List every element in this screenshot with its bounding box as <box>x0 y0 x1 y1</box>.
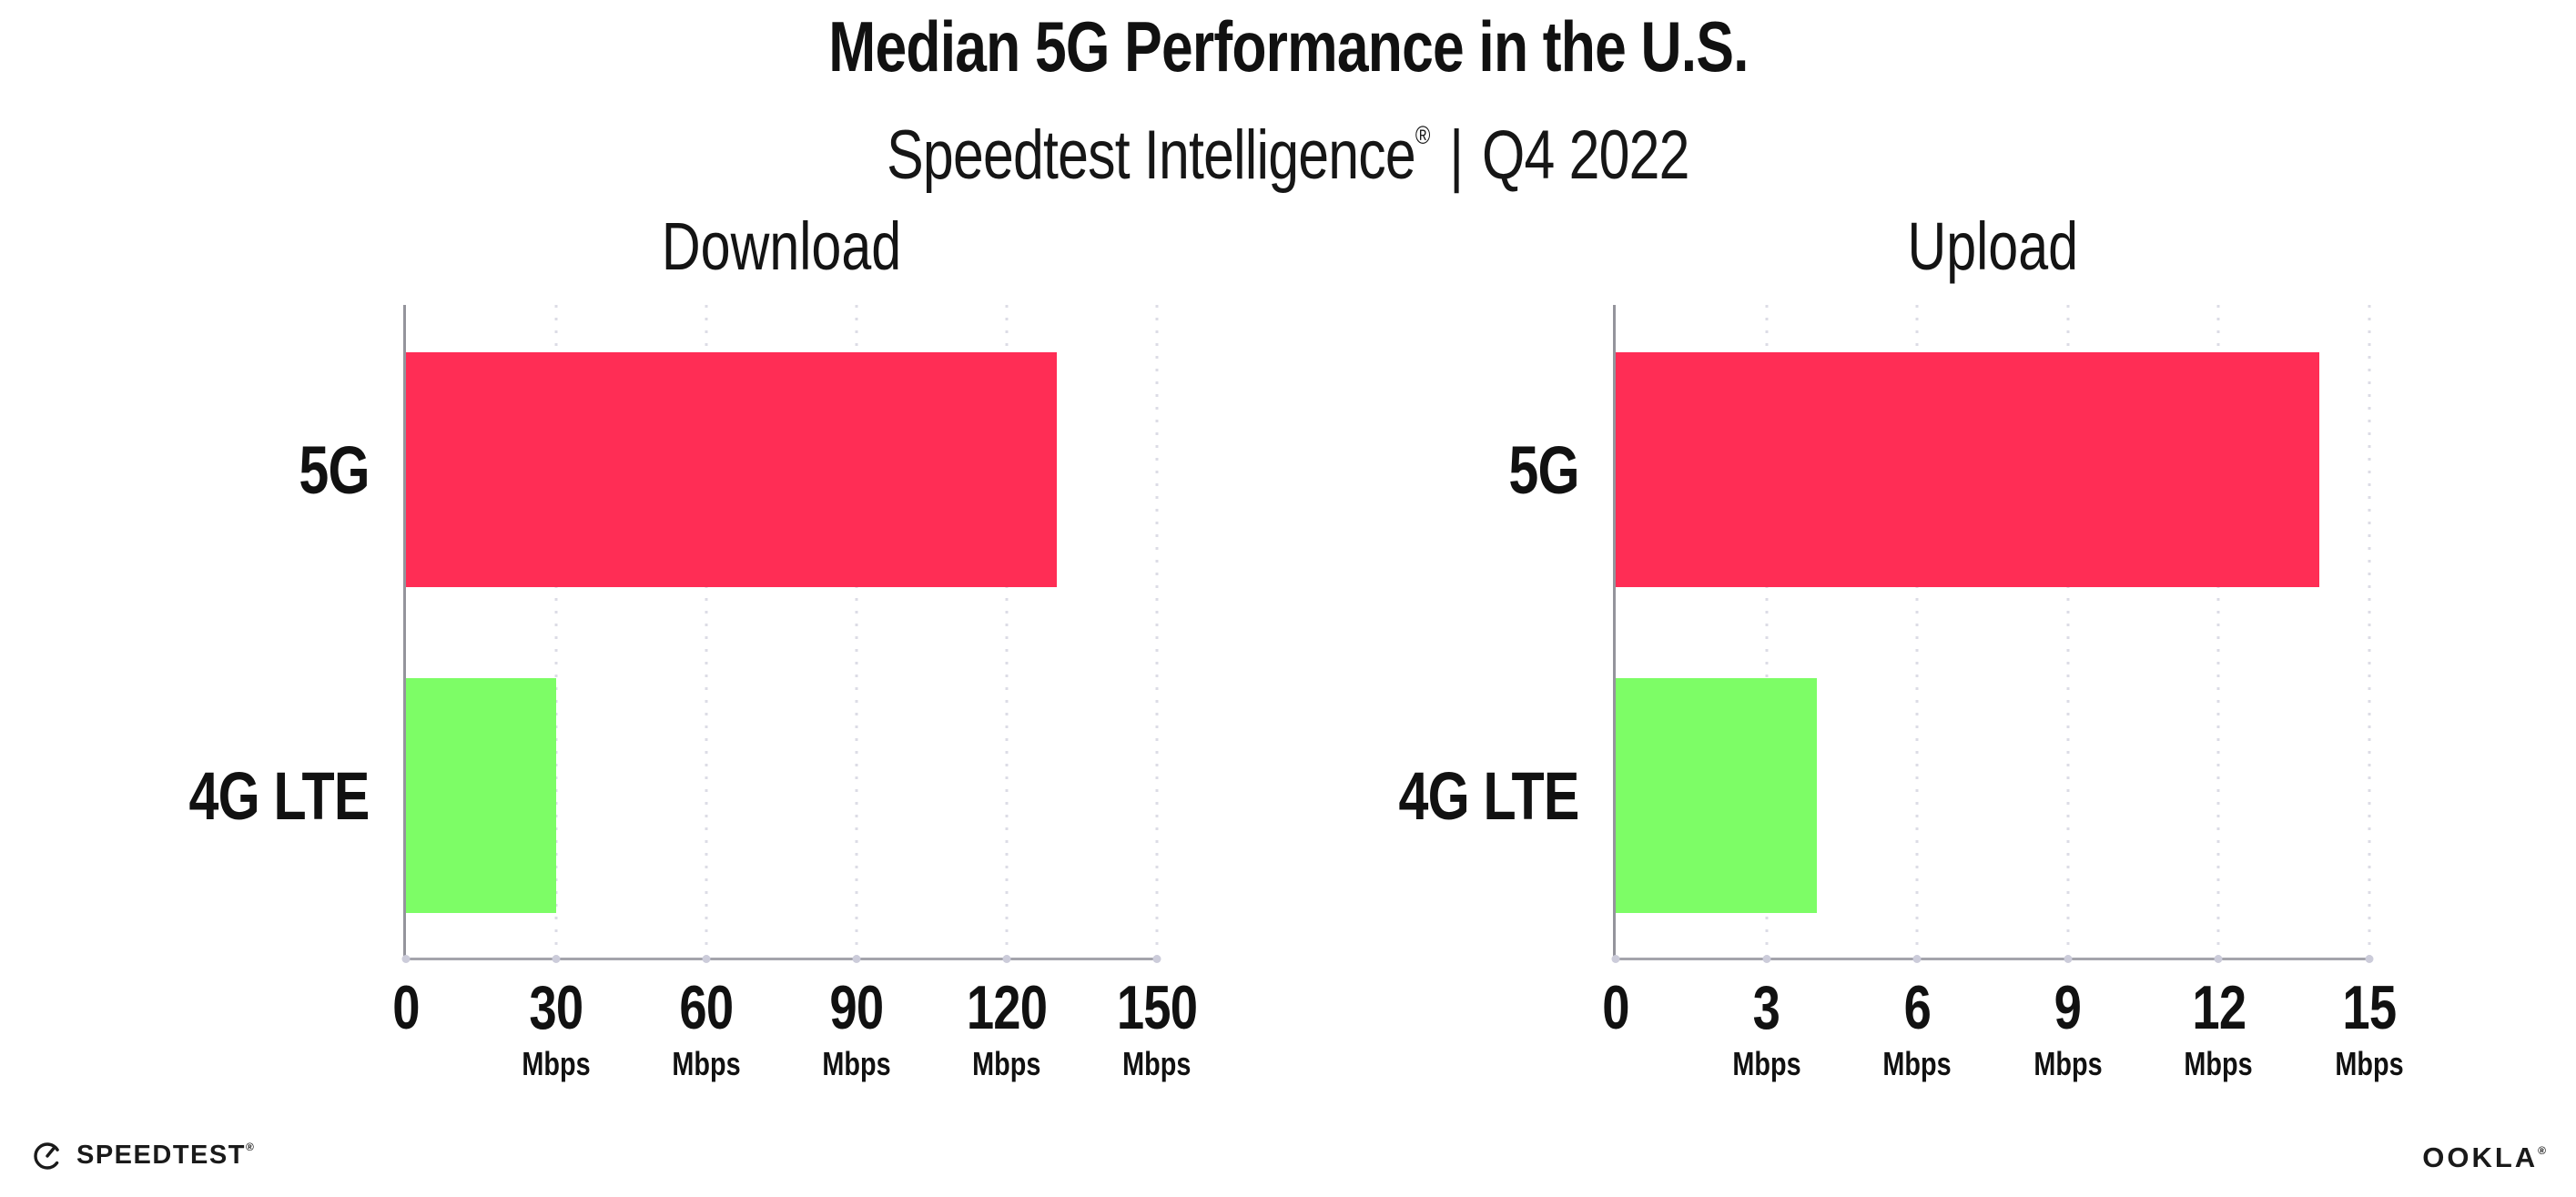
speedtest-wordmark-text: SPEEDTEST <box>76 1140 246 1170</box>
ookla-wordmark-text: OOKLA <box>2422 1141 2539 1173</box>
axis-tick-dot <box>401 955 411 963</box>
row-label-5g: 5G <box>1197 352 1580 587</box>
gridline <box>1155 305 1159 958</box>
axis-tick-dot <box>852 955 861 963</box>
tick-value: 12 <box>2191 973 2246 1042</box>
x-axis-tick: 6 Mbps <box>1874 973 1960 1082</box>
gridline <box>1915 305 1919 958</box>
x-axis-tick: 15 Mbps <box>2327 973 2412 1082</box>
subtitle-brand: Speedtest Intelligence <box>887 117 1415 194</box>
bar-5g-upload <box>1616 352 2319 587</box>
page-title-text: Median 5G Performance in the U.S. <box>827 6 1749 86</box>
x-axis-tick: 120 Mbps <box>957 973 1057 1082</box>
x-axis-tick: 60 Mbps <box>664 973 749 1082</box>
x-axis-tick: 0 <box>390 973 423 1081</box>
tick-value: 6 <box>1903 973 1931 1042</box>
download-chart-plot: Download 5G 4G LTE 0 30 Mbps 60 <box>189 208 1198 1081</box>
x-axis-tick: 0 <box>1599 973 1633 1081</box>
tick-unit: Mbps <box>2033 1045 2103 1082</box>
tick-value: 15 <box>2342 973 2398 1042</box>
speedtest-logo: SPEEDTEST® <box>30 1134 254 1176</box>
row-label-4glte-text: 4G LTE <box>1398 757 1580 834</box>
ookla-logo: OOKLA® <box>2422 1140 2546 1176</box>
x-axis-tick: 30 Mbps <box>513 973 599 1082</box>
registered-mark-icon: ® <box>245 1140 254 1153</box>
tick-value: 60 <box>679 973 735 1042</box>
tick-value: 30 <box>529 973 584 1042</box>
tick-value: 120 <box>966 973 1048 1042</box>
upload-chart-title-text: Upload <box>1907 208 2078 284</box>
axis-tick-dot <box>1002 955 1011 963</box>
axis-tick-dot <box>702 955 711 963</box>
tick-value: 0 <box>1602 973 1629 1042</box>
subtitle-period: Q4 2022 <box>1482 117 1689 194</box>
gridline <box>2368 305 2371 958</box>
tick-unit: Mbps <box>2184 1045 2253 1082</box>
tick-unit: Mbps <box>1882 1045 1952 1082</box>
upload-chart-title: Upload <box>1616 205 2369 289</box>
tick-value: 0 <box>392 973 420 1042</box>
axis-tick-dot <box>1611 955 1620 963</box>
gridline <box>705 305 708 958</box>
row-label-5g-text: 5G <box>299 431 370 508</box>
row-label-4glte: 4G LTE <box>0 678 370 913</box>
tick-unit: Mbps <box>1122 1045 1192 1082</box>
bar-4glte-download <box>406 678 556 913</box>
speedtest-wordmark: SPEEDTEST® <box>76 1141 254 1171</box>
axis-tick-dot <box>1912 955 1922 963</box>
speedtest-gauge-icon <box>30 1138 65 1172</box>
gridline <box>1765 305 1769 958</box>
axis-tick-dot <box>2214 955 2223 963</box>
bar-5g-download <box>406 352 1057 587</box>
row-label-5g-text: 5G <box>1508 431 1580 508</box>
subtitle-divider: | <box>1449 117 1464 194</box>
tick-unit: Mbps <box>672 1045 741 1082</box>
axis-tick-dot <box>552 955 561 963</box>
page-subtitle: Speedtest Intelligence® | Q4 2022 <box>0 96 2576 195</box>
tick-unit: Mbps <box>972 1045 1041 1082</box>
x-axis-tick: 150 Mbps <box>1107 973 1207 1082</box>
axis-tick-dot <box>2365 955 2374 963</box>
upload-chart-plot: Upload 5G 4G LTE 0 3 Mbps 6 Mbp <box>1399 208 2404 1081</box>
x-axis-tick: 9 Mbps <box>2025 973 2111 1082</box>
axis-tick-dot <box>2064 955 2073 963</box>
row-label-4glte-text: 4G LTE <box>188 757 370 834</box>
tick-unit: Mbps <box>1731 1045 1801 1082</box>
gridline <box>2066 305 2070 958</box>
x-axis-tick: 3 Mbps <box>1724 973 1810 1082</box>
gridline <box>1005 305 1009 958</box>
tick-unit: Mbps <box>822 1045 891 1082</box>
bar-4glte-upload <box>1616 678 1817 913</box>
download-chart-title: Download <box>406 205 1157 289</box>
ookla-wordmark: OOKLA® <box>2422 1141 2546 1174</box>
download-chart-title-text: Download <box>661 208 902 284</box>
tick-value: 150 <box>1116 973 1198 1042</box>
x-axis-tick: 12 Mbps <box>2175 973 2261 1082</box>
registered-mark-icon: ® <box>1415 121 1431 149</box>
axis-tick-dot <box>1762 955 1771 963</box>
axis-tick-dot <box>1152 955 1161 963</box>
tick-value: 9 <box>2054 973 2082 1042</box>
row-label-4glte: 4G LTE <box>1197 678 1580 913</box>
gridline <box>2216 305 2220 958</box>
x-axis-tick: 90 Mbps <box>814 973 899 1082</box>
tick-value: 3 <box>1752 973 1780 1042</box>
page-subtitle-text: Speedtest Intelligence® | Q4 2022 <box>887 96 1689 195</box>
registered-mark-icon: ® <box>2538 1144 2546 1157</box>
row-label-5g: 5G <box>0 352 370 587</box>
tick-unit: Mbps <box>2335 1045 2404 1082</box>
gridline <box>554 305 558 958</box>
tick-unit: Mbps <box>522 1045 591 1082</box>
page-title: Median 5G Performance in the U.S. <box>0 11 2576 82</box>
tick-value: 90 <box>829 973 885 1042</box>
gridline <box>855 305 858 958</box>
